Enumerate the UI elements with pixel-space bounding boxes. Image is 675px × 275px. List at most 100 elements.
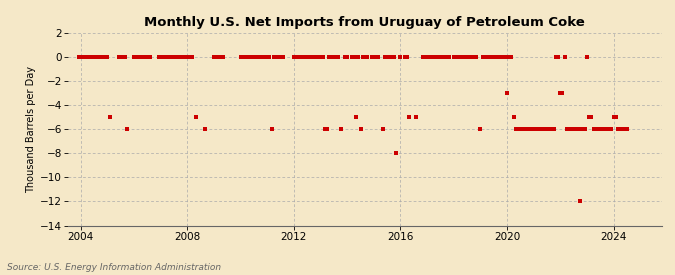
Point: [167, 55, 178, 59]
Point: [131, 55, 142, 59]
Point: [313, 55, 324, 59]
Point: [608, 115, 619, 119]
Point: [479, 55, 490, 59]
Point: [355, 127, 366, 131]
Point: [209, 55, 219, 59]
Point: [431, 55, 441, 59]
Point: [599, 127, 610, 131]
Point: [275, 55, 286, 59]
Point: [586, 115, 597, 119]
Point: [236, 55, 246, 59]
Point: [448, 55, 459, 59]
Point: [138, 55, 148, 59]
Point: [517, 127, 528, 131]
Point: [579, 127, 590, 131]
Point: [384, 55, 395, 59]
Point: [76, 55, 86, 59]
Point: [88, 55, 99, 59]
Point: [606, 127, 617, 131]
Point: [455, 55, 466, 59]
Point: [98, 55, 109, 59]
Point: [298, 55, 308, 59]
Point: [73, 55, 84, 59]
Point: [464, 55, 475, 59]
Point: [444, 55, 455, 59]
Point: [553, 55, 564, 59]
Point: [102, 55, 113, 59]
Point: [613, 127, 624, 131]
Point: [429, 55, 439, 59]
Point: [357, 55, 368, 59]
Point: [566, 127, 577, 131]
Point: [508, 115, 519, 119]
Point: [164, 55, 175, 59]
Point: [495, 55, 506, 59]
Point: [315, 55, 326, 59]
Point: [360, 55, 371, 59]
Point: [584, 115, 595, 119]
Point: [591, 127, 601, 131]
Point: [533, 127, 543, 131]
Point: [215, 55, 226, 59]
Point: [300, 55, 310, 59]
Point: [260, 55, 271, 59]
Point: [402, 55, 412, 59]
Point: [295, 55, 306, 59]
Point: [264, 55, 275, 59]
Point: [367, 55, 377, 59]
Point: [93, 55, 104, 59]
Point: [437, 55, 448, 59]
Point: [457, 55, 468, 59]
Point: [453, 55, 464, 59]
Point: [475, 127, 486, 131]
Y-axis label: Thousand Barrels per Day: Thousand Barrels per Day: [26, 66, 36, 193]
Point: [348, 55, 359, 59]
Point: [306, 55, 317, 59]
Point: [133, 55, 144, 59]
Point: [329, 55, 340, 59]
Point: [191, 115, 202, 119]
Point: [157, 55, 168, 59]
Point: [180, 55, 190, 59]
Point: [78, 55, 88, 59]
Point: [426, 55, 437, 59]
Point: [362, 55, 373, 59]
Point: [113, 55, 124, 59]
Point: [117, 55, 128, 59]
Point: [502, 91, 512, 95]
Point: [91, 55, 102, 59]
Point: [353, 55, 364, 59]
Point: [269, 55, 279, 59]
Point: [497, 55, 508, 59]
Point: [441, 55, 452, 59]
Point: [80, 55, 90, 59]
Point: [248, 55, 259, 59]
Point: [322, 127, 333, 131]
Point: [526, 127, 537, 131]
Point: [186, 55, 197, 59]
Point: [308, 55, 319, 59]
Point: [277, 55, 288, 59]
Point: [546, 127, 557, 131]
Point: [319, 127, 330, 131]
Point: [482, 55, 493, 59]
Point: [468, 55, 479, 59]
Point: [242, 55, 252, 59]
Point: [588, 127, 599, 131]
Point: [171, 55, 182, 59]
Title: Monthly U.S. Net Imports from Uruguay of Petroleum Coke: Monthly U.S. Net Imports from Uruguay of…: [144, 16, 585, 29]
Point: [291, 55, 302, 59]
Point: [213, 55, 224, 59]
Point: [557, 91, 568, 95]
Point: [293, 55, 304, 59]
Point: [142, 55, 153, 59]
Point: [388, 55, 399, 59]
Point: [537, 127, 548, 131]
Point: [211, 55, 221, 59]
Point: [335, 127, 346, 131]
Point: [477, 55, 488, 59]
Point: [350, 115, 361, 119]
Point: [200, 127, 211, 131]
Point: [450, 55, 461, 59]
Point: [379, 55, 390, 59]
